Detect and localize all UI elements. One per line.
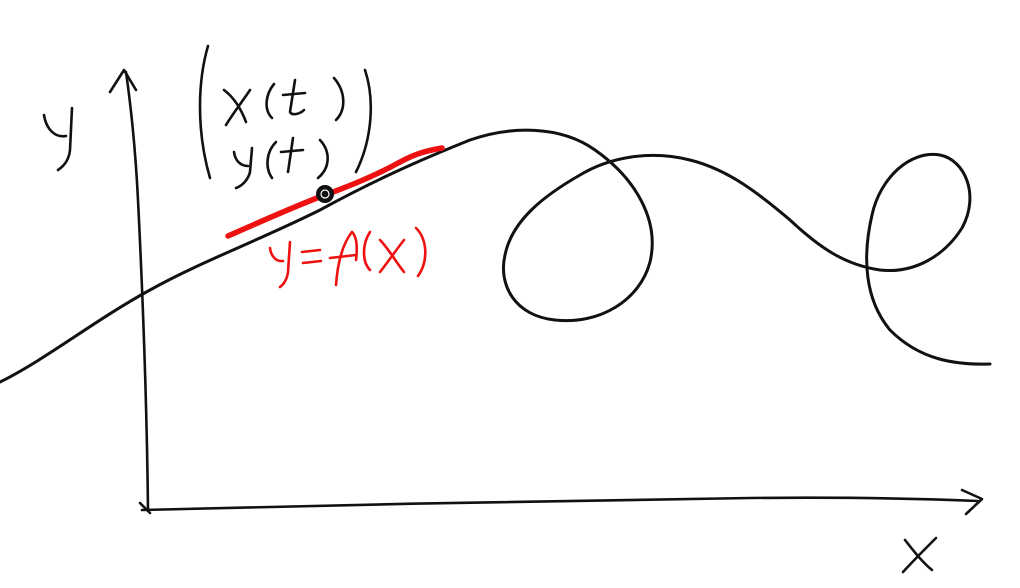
handwritten-y-equals-f-of-x xyxy=(268,226,427,289)
highlighted-segment xyxy=(225,145,445,239)
handwritten-y-of-t xyxy=(232,136,329,190)
handwritten-y-axis-label xyxy=(42,106,74,172)
x-axis xyxy=(138,488,984,516)
vector-bracket-left xyxy=(198,44,212,180)
handwritten-x-of-t xyxy=(222,76,345,127)
marked-point xyxy=(316,185,334,203)
y-axis xyxy=(108,68,150,512)
x-axis-line xyxy=(140,496,980,512)
x-axis-origin-tick xyxy=(138,501,152,515)
y-axis-line xyxy=(124,70,150,512)
y-axis-arrowhead xyxy=(108,68,138,94)
handwritten-x-axis-label xyxy=(901,536,938,574)
parametric-curve xyxy=(0,128,992,384)
x-axis-arrowhead xyxy=(960,488,984,516)
vector-bracket-right xyxy=(354,68,373,174)
